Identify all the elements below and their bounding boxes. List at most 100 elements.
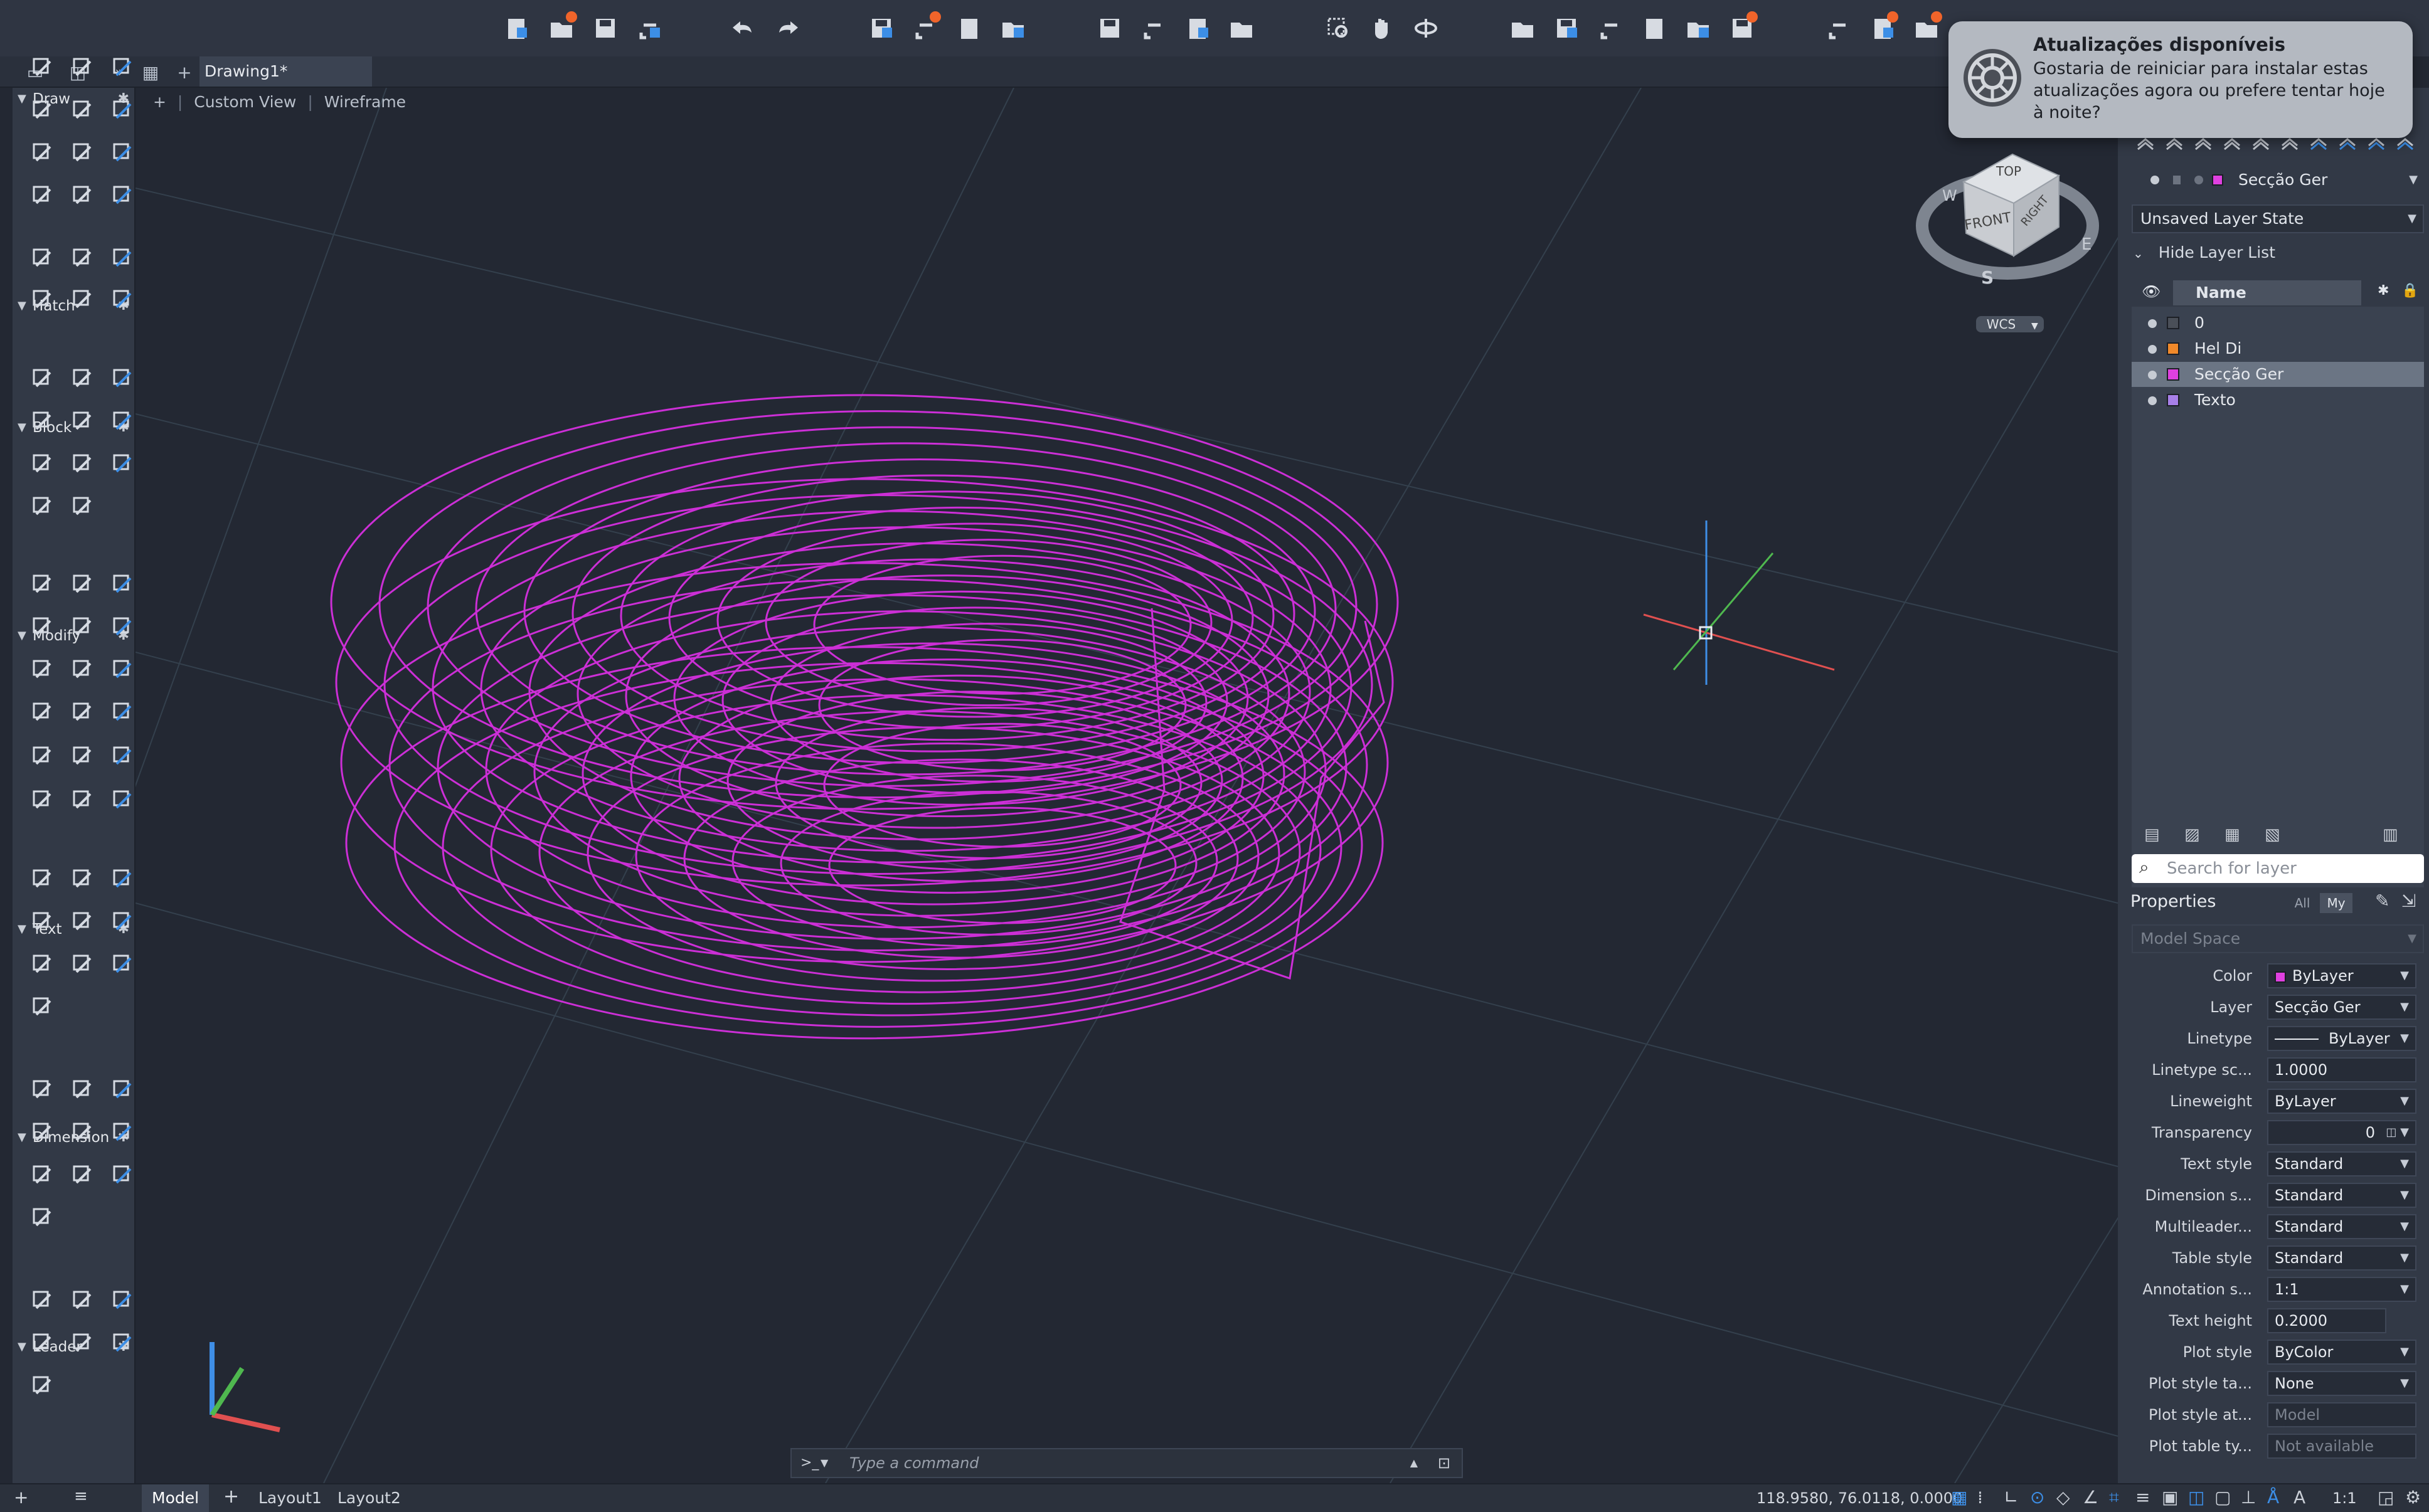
- layer-visibility-icon[interactable]: [2148, 396, 2157, 405]
- fillet-icon[interactable]: [28, 655, 58, 685]
- add-layout-tab-icon[interactable]: +: [223, 1486, 240, 1508]
- sync-attributes-icon[interactable]: [28, 492, 58, 522]
- spiral-loop[interactable]: [780, 790, 1198, 936]
- spiral-loop[interactable]: [330, 394, 1399, 810]
- remove-leader-icon[interactable]: [108, 1286, 138, 1316]
- ucs-dropdown-icon[interactable]: ▼: [2031, 321, 2038, 331]
- break-icon[interactable]: [68, 741, 98, 771]
- zoom-window-icon[interactable]: [1324, 14, 1353, 43]
- layout-list-icon[interactable]: ≡: [74, 1487, 88, 1506]
- baseline-dimension-icon[interactable]: [108, 1075, 138, 1105]
- filter-all-button[interactable]: All: [2294, 896, 2310, 911]
- trim-icon[interactable]: [68, 181, 98, 211]
- plot-icon[interactable]: [867, 14, 896, 43]
- hatch-lines-icon[interactable]: [28, 138, 58, 168]
- columns-icon[interactable]: ▥: [2383, 825, 2398, 844]
- linear-dimension-icon[interactable]: [28, 1075, 58, 1105]
- move-icon[interactable]: [28, 569, 58, 600]
- tab-layout2[interactable]: Layout2: [338, 1489, 401, 1507]
- layer-visibility-icon[interactable]: [2148, 345, 2157, 354]
- viewport-menu-plus[interactable]: +: [153, 93, 166, 111]
- command-prompt-icon[interactable]: >_: [800, 1455, 819, 1471]
- save-icon[interactable]: [591, 14, 620, 43]
- connect-icon[interactable]: [1912, 11, 1942, 43]
- grid-icon[interactable]: ▦: [1951, 1487, 1968, 1508]
- dimension-style-icon[interactable]: [28, 1203, 58, 1233]
- spiral-loop[interactable]: [765, 539, 1213, 707]
- pan-icon[interactable]: [1368, 14, 1396, 43]
- spiral-loop[interactable]: [577, 558, 1290, 829]
- new-layer-icon[interactable]: ▤: [2144, 825, 2160, 844]
- line-icon[interactable]: [28, 53, 58, 83]
- spiral-loop[interactable]: [480, 526, 1332, 852]
- wipeout-icon[interactable]: [68, 285, 98, 315]
- layer-tool-3-icon[interactable]: [2193, 133, 2213, 153]
- filter-my-button[interactable]: My: [2320, 893, 2352, 913]
- lock-column-icon[interactable]: 🔒: [2401, 283, 2419, 299]
- property-value[interactable]: Standard ▼: [2267, 1151, 2416, 1176]
- spiral-loop[interactable]: [731, 775, 1218, 948]
- layer-search-input[interactable]: ⌕ Search for layer: [2132, 854, 2424, 883]
- pdf-to-text-icon[interactable]: [108, 949, 138, 980]
- command-input[interactable]: Type a command: [849, 1454, 979, 1472]
- mirror-icon[interactable]: [108, 569, 138, 600]
- save-as-icon[interactable]: [635, 14, 664, 43]
- leader-settings-icon[interactable]: [28, 1371, 58, 1401]
- create-block-icon[interactable]: [68, 364, 98, 394]
- autodesk-docs-icon[interactable]: [1684, 14, 1713, 43]
- explode-icon[interactable]: [108, 697, 138, 727]
- spiral-loop[interactable]: [538, 710, 1301, 993]
- share-icon[interactable]: [1640, 14, 1669, 43]
- spiral-loop[interactable]: [345, 646, 1384, 1040]
- property-value[interactable]: Standard ▼: [2267, 1183, 2416, 1208]
- layer-tool-1-icon[interactable]: [2135, 133, 2155, 153]
- layer-color-swatch[interactable]: [2167, 394, 2179, 406]
- selection-cycling-icon[interactable]: ◫: [2188, 1487, 2205, 1508]
- spiral-loop[interactable]: [587, 726, 1280, 982]
- edit-block-icon[interactable]: [108, 364, 138, 394]
- text-to-mtext-icon[interactable]: [28, 949, 58, 980]
- annotation-visibility-icon[interactable]: Å: [2267, 1487, 2280, 1508]
- pdf-text-convert-icon[interactable]: [28, 992, 58, 1022]
- property-value[interactable]: Secção Ger ▼: [2267, 995, 2416, 1020]
- spiral-loop[interactable]: [490, 694, 1322, 1005]
- copy-icon[interactable]: [68, 569, 98, 600]
- spiral-loop[interactable]: [721, 606, 1228, 795]
- layer-tool-6-icon[interactable]: [2280, 133, 2300, 153]
- block-editor-icon[interactable]: [108, 406, 138, 436]
- spiral-loop[interactable]: [625, 574, 1270, 818]
- spiral-loop[interactable]: [620, 490, 1275, 741]
- spell-check-icon[interactable]: [68, 907, 98, 937]
- compass-e[interactable]: E: [2081, 235, 2091, 254]
- freeze-column-icon[interactable]: ✱: [2378, 283, 2389, 299]
- ucs-menu[interactable]: WCS: [1987, 317, 2016, 332]
- layer-folder-icon[interactable]: ▧: [2265, 825, 2280, 844]
- block-palette-icon[interactable]: [68, 449, 98, 479]
- layer-tool-5-icon[interactable]: [2251, 133, 2271, 153]
- scale-icon[interactable]: [68, 138, 98, 168]
- drawing-canvas[interactable]: [136, 88, 2118, 1483]
- app-store-icon[interactable]: [1728, 11, 1758, 43]
- property-value[interactable]: ByLayer ▼: [2267, 963, 2416, 988]
- insert-block-icon[interactable]: [28, 364, 58, 394]
- hide-layer-list-toggle[interactable]: ⌄ Hide Layer List: [2133, 243, 2275, 262]
- cube-face-top[interactable]: TOP: [1996, 164, 2021, 179]
- break-dimension-icon[interactable]: [28, 1160, 58, 1190]
- command-customize-icon[interactable]: ⊡: [1437, 1454, 1450, 1472]
- current-layer-dropdown[interactable]: Secção Ger ▼: [2132, 167, 2424, 196]
- customization-icon[interactable]: ⚙: [2405, 1487, 2421, 1508]
- undo-icon[interactable]: [729, 14, 758, 43]
- dynamic-ucs-icon[interactable]: ⊥: [2241, 1487, 2256, 1508]
- compass-w[interactable]: W: [1942, 187, 1957, 204]
- edit-hatch-icon[interactable]: [68, 785, 98, 815]
- orbit-icon[interactable]: [1411, 14, 1440, 43]
- object-snap-icon[interactable]: ⌗: [2109, 1487, 2119, 1508]
- table-icon[interactable]: [108, 285, 138, 315]
- spiral-loop[interactable]: [726, 690, 1223, 871]
- spiral-loop[interactable]: [393, 662, 1363, 1028]
- layer-previous-icon[interactable]: [1552, 14, 1581, 43]
- layer-row[interactable]: Hel Di: [2132, 336, 2424, 361]
- transparency-icon[interactable]: ▣: [2162, 1487, 2179, 1508]
- spiral-loop[interactable]: [378, 410, 1378, 799]
- property-value[interactable]: None ▼: [2267, 1371, 2416, 1396]
